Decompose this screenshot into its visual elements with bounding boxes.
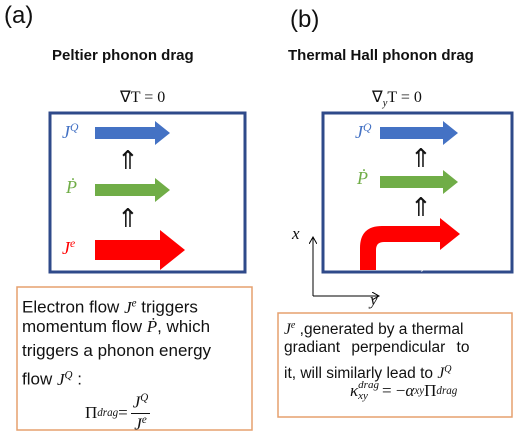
superscript: Q — [64, 369, 73, 381]
double-arrow: ⇑ — [117, 145, 139, 175]
superscript: e — [70, 237, 76, 250]
caption-line: triggers a phonon energy — [22, 341, 212, 360]
condition: ∇yT = 0 — [372, 87, 422, 109]
panel-label: (b) — [290, 6, 320, 33]
indices: drag xy — [358, 380, 379, 402]
flow-formula: Je = αxy∇xT — [380, 250, 451, 273]
text: momentum flow — [22, 317, 142, 336]
symbol: J — [380, 252, 388, 269]
flow-label: Je — [62, 237, 75, 259]
subscript: drag — [97, 407, 119, 420]
panel-label: (a) — [4, 2, 34, 29]
equals: = — [118, 403, 128, 423]
condition: ∇T = 0 — [120, 89, 166, 106]
superscript: Q — [363, 121, 372, 134]
axis-label: x — [292, 224, 300, 243]
symbol: ∇ — [372, 89, 383, 106]
symbol: J — [437, 365, 445, 383]
superscript: drag — [358, 379, 379, 391]
electron-flow-arrow — [95, 230, 185, 270]
superscript: e — [141, 413, 147, 426]
superscript: Q — [70, 121, 79, 134]
subscript: xy — [417, 261, 427, 273]
symbol: α — [405, 381, 415, 400]
superscript: e — [131, 297, 137, 309]
text: flow — [22, 369, 53, 389]
flow-label: Ṗ — [66, 177, 77, 197]
symbol: α — [408, 252, 418, 269]
symbol: κ — [350, 381, 359, 400]
text: Electron flow — [22, 297, 120, 317]
panel-title: Thermal Hall phonon drag — [288, 47, 474, 64]
double-arrow: ⇑ — [410, 192, 432, 222]
fraction: JQ Je — [130, 392, 151, 432]
panel-b-box — [321, 111, 514, 274]
flow-label: Ṗ — [357, 168, 368, 188]
caption-a-box — [16, 286, 253, 431]
text: , which — [157, 317, 211, 336]
symbol: ∇ — [426, 252, 438, 269]
caption-line: Je ,generated by a thermal — [284, 315, 463, 341]
double-arrow: ⇑ — [117, 203, 139, 233]
symbol: Π — [85, 403, 98, 423]
text: ,generated by a thermal — [299, 321, 464, 339]
panel-title: Peltier phonon drag — [52, 47, 194, 64]
symbol: J — [355, 122, 363, 142]
symbol: J — [56, 369, 65, 389]
caption-line: Electron flow Je triggers — [22, 291, 198, 320]
symbol: J — [124, 297, 132, 317]
subscript: xy — [358, 390, 368, 402]
superscript: e — [387, 250, 392, 262]
symbol: J — [284, 321, 291, 339]
text: it, will similarly lead to — [284, 365, 434, 383]
symbol: J — [132, 392, 141, 412]
text: T = 0 — [387, 89, 422, 106]
caption-line: it, will similarly lead to JQ — [284, 359, 452, 385]
flow-label: JQ — [355, 121, 371, 143]
electron-flow-arrow — [360, 218, 460, 270]
superscript: Q — [444, 364, 452, 375]
subscript: y — [382, 98, 388, 110]
text: triggers — [141, 297, 198, 317]
subscript: x — [437, 261, 442, 273]
symbol: Ṗ — [146, 317, 158, 336]
text: : — [77, 369, 82, 389]
subscript: xy — [414, 385, 425, 397]
panel-a-box — [48, 111, 247, 274]
equals: = − — [381, 381, 406, 400]
caption-line: momentum flow Ṗ, which — [22, 315, 210, 339]
momentum-flow-arrow — [380, 170, 458, 194]
caption-line: flow JQ : — [22, 363, 82, 392]
symbol: J — [134, 414, 142, 432]
double-arrow: ⇑ — [410, 143, 432, 173]
superscript: Q — [140, 392, 149, 404]
caption-line: gradiant perpendicular to — [284, 339, 470, 356]
superscript: e — [290, 320, 296, 331]
symbol: Π — [424, 381, 437, 400]
subscript: drag — [436, 385, 458, 397]
symbol: J — [62, 238, 70, 258]
flow-label: JQ — [62, 121, 78, 143]
symbol: T — [441, 252, 451, 269]
heat-flow-arrow — [380, 121, 458, 145]
symbol: J — [62, 122, 70, 142]
heat-flow-arrow — [95, 121, 170, 145]
momentum-flow-arrow — [95, 178, 170, 202]
axis-label: y — [370, 290, 378, 309]
caption-b-box — [277, 312, 513, 418]
equals: = — [391, 252, 409, 269]
